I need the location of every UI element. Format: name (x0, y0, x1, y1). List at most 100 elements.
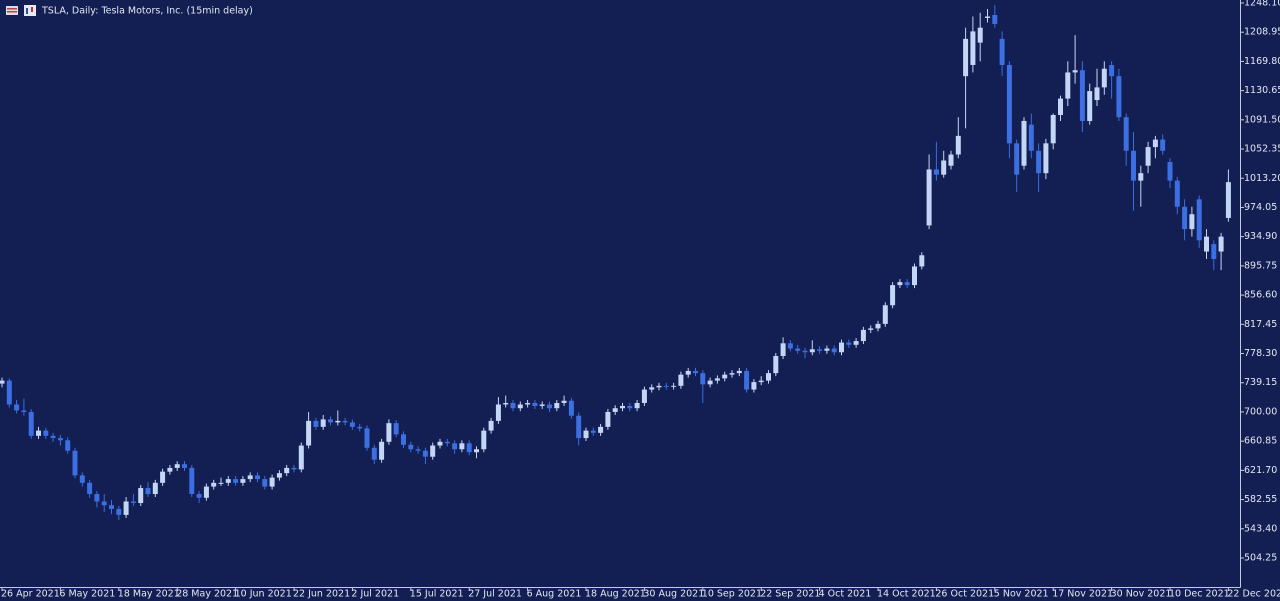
candle-body (291, 467, 297, 470)
candle-body (992, 14, 998, 24)
x-tick-label: 6 Aug 2021 (527, 589, 582, 600)
candle-body (1014, 143, 1020, 175)
candle-body (196, 494, 202, 498)
candle-body (116, 508, 122, 515)
candle-body (963, 38, 969, 77)
icon (7, 11, 17, 13)
y-tick-label: 621.70 (1244, 465, 1277, 476)
candle-body (999, 38, 1005, 65)
candle-body (313, 420, 319, 427)
y-tick-label: 660.85 (1244, 436, 1277, 447)
candle-body (72, 450, 78, 476)
candle-body (189, 467, 195, 495)
candle-body (459, 443, 465, 450)
candle-body (985, 16, 990, 18)
y-tick-label: 974.05 (1244, 202, 1277, 213)
candle-body (28, 411, 34, 436)
candle-body (860, 329, 866, 342)
candle-body (1028, 124, 1034, 151)
y-tick-label: 543.40 (1244, 523, 1277, 534)
candle-body (853, 341, 859, 345)
candle-body (1079, 70, 1085, 121)
candle-body (590, 430, 596, 433)
candle-body (371, 447, 377, 460)
candle-body (94, 494, 100, 502)
candle-body (1021, 120, 1027, 166)
candle-body (379, 441, 385, 460)
candle-body (663, 385, 669, 387)
candle-body (868, 328, 874, 330)
candle-body (568, 400, 574, 416)
y-tick-label: 1169.80 (1244, 56, 1280, 67)
candle-body (36, 430, 41, 436)
x-tick-label: 26 Apr 2021 (1, 589, 60, 600)
candle-body (802, 350, 808, 353)
candle-body (306, 420, 312, 446)
y-tick-label: 778.30 (1244, 348, 1277, 359)
x-tick-label: 5 Nov 2021 (994, 589, 1049, 600)
y-tick-label: 934.90 (1244, 231, 1277, 242)
candle-body (1145, 147, 1151, 166)
y-tick-label: 1052.35 (1244, 144, 1280, 155)
candle-body (700, 373, 706, 385)
candle-body (495, 404, 501, 421)
candle-body (612, 408, 618, 412)
candle-body (233, 479, 239, 483)
x-tick-label: 6 May 2021 (59, 589, 115, 600)
y-tick-label: 582.55 (1244, 494, 1277, 505)
x-tick-label: 30 Nov 2021 (1111, 589, 1172, 600)
x-tick-label: 22 Dec 2021 (1227, 589, 1280, 600)
candle-body (408, 444, 414, 450)
candle-body (1167, 161, 1173, 181)
candle-body (182, 464, 187, 468)
y-tick-label: 1091.50 (1244, 114, 1280, 125)
candle-body (970, 31, 976, 65)
y-tick-label: 856.60 (1244, 290, 1277, 301)
candle-body (218, 482, 224, 484)
candle-body (1204, 236, 1209, 252)
candle-body (247, 475, 253, 480)
candle-body (605, 411, 611, 427)
candle-body (1087, 91, 1093, 121)
candle-body (1058, 98, 1063, 115)
x-tick-label: 26 Oct 2021 (935, 589, 994, 600)
candle-body (955, 135, 961, 155)
candle-body (65, 440, 71, 451)
candle-body (240, 479, 246, 483)
candle-body (328, 419, 333, 423)
candle-body (941, 160, 947, 175)
candle-body (145, 488, 151, 495)
candle-body (6, 380, 12, 405)
candle-body (736, 370, 742, 374)
candle-body (751, 382, 757, 390)
candle-body (167, 467, 173, 472)
candle-body (656, 385, 662, 388)
candle-body (948, 154, 954, 166)
candle-body (298, 445, 304, 470)
candle-body (1043, 143, 1049, 174)
x-tick-label: 22 Sep 2021 (760, 589, 820, 600)
x-tick-label: 27 Jul 2021 (468, 589, 522, 600)
candle-body (926, 169, 932, 226)
candle-body (474, 449, 479, 453)
candle-body (1131, 150, 1136, 181)
x-tick-label: 17 Nov 2021 (1052, 589, 1113, 600)
candle-body (671, 385, 677, 387)
icon (6, 6, 18, 15)
candle-body (342, 420, 348, 423)
candle-body (839, 342, 844, 353)
candle-body (722, 374, 728, 379)
candle-body (1006, 64, 1012, 144)
candle-body (598, 426, 604, 433)
candle-body (693, 370, 698, 374)
x-tick-label: 4 Oct 2021 (819, 589, 872, 600)
y-tick-label: 1208.95 (1244, 27, 1280, 38)
candle-body (773, 355, 779, 374)
candle-body (335, 420, 341, 423)
x-tick-label: 22 Jun 2021 (293, 589, 350, 600)
candle-body (452, 443, 458, 450)
candle-body (817, 349, 823, 351)
candle-body (393, 423, 399, 435)
candle-body (87, 482, 93, 495)
candle-body (1116, 76, 1122, 118)
